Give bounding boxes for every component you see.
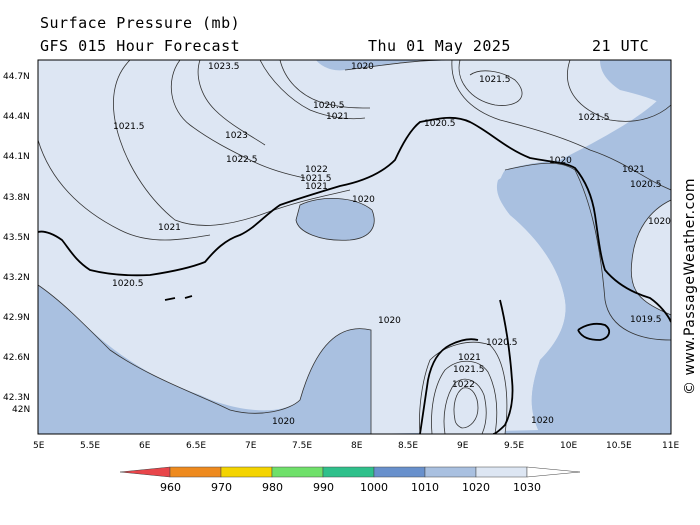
isobar-label: 1020 [272,417,295,427]
isobar-label: 1021 [458,353,481,363]
lat-tick-label: 43.2N [3,273,30,283]
lat-tick-label: 42.3N [3,393,30,403]
isobar-label: 1020 [549,156,572,166]
lon-tick-label: 6.5E [186,441,206,451]
isobar-label: 1021 [158,223,181,233]
isobar-label: 1020.5 [486,338,518,348]
isobar-label: 1020 [351,62,374,72]
isobar-label: 1020 [648,217,671,227]
lat-tick-label: 42N [12,405,30,415]
lon-tick-label: 5E [33,441,45,451]
map-plot-area [38,60,671,434]
longitude-axis: 5E 5.5E 6E 6.5E 7E 7.5E 8E 8.5E 9E 9.5E … [33,441,679,451]
isobar-label: 1020.5 [112,279,144,289]
scale-label: 990 [313,481,334,494]
isobar-labels: 1023.5 1020 1021.5 1020.5 1021 1021.5 10… [112,62,671,427]
isobar-label: 1021.5 [453,365,485,375]
map-frame [37,59,672,435]
coastline [38,116,671,434]
isobar-label: 1021 [622,165,645,175]
isobar-label: 1020 [378,316,401,326]
lon-tick-label: 11E [662,441,679,451]
scale-swatch [322,466,375,478]
isobar-label: 1021.5 [578,113,610,123]
lon-tick-label: 10.5E [606,441,632,451]
isobar-label: 1020 [352,195,375,205]
lat-tick-label: 44.4N [3,112,30,122]
scale-swatch [271,466,324,478]
scale-label: 980 [262,481,283,494]
isobar-label: 1020.5 [313,101,345,111]
isobar-label: 1020.5 [630,180,662,190]
scale-label: 1030 [513,481,541,494]
lon-tick-label: 6E [139,441,151,451]
lon-tick-label: 8E [351,441,363,451]
low-pressure-basin [296,198,375,241]
isobar-label: 1022 [452,380,475,390]
forecast-label: GFS 015 Hour Forecast [40,37,241,55]
lat-tick-label: 42.6N [3,353,30,363]
isobar-label: 1022.5 [226,155,258,165]
lon-tick-label: 8.5E [398,441,418,451]
isobar-label: 1021.5 [479,75,511,85]
lon-tick-label: 9E [457,441,469,451]
lat-tick-label: 43.5N [3,233,30,243]
isobar-label: 1021 [326,112,349,122]
scale-label: 1020 [462,481,490,494]
lon-tick-label: 7.5E [292,441,312,451]
isobar-label: 1023.5 [208,62,240,72]
low-pressure-east [496,164,671,434]
lat-tick-label: 42.9N [3,313,30,323]
lon-tick-label: 5.5E [80,441,100,451]
scale-swatch [169,466,222,478]
scale-swatch [475,466,528,478]
lon-tick-label: 10E [560,441,577,451]
lat-tick-label: 44.7N [3,72,30,82]
isobar-label: 1020.5 [424,119,456,129]
scale-label: 970 [211,481,232,494]
scale-right-arrow [526,466,581,478]
lat-tick-label: 43.8N [3,193,30,203]
scale-swatch [424,466,477,478]
forecast-date: Thu 01 May 2025 [368,37,511,55]
scale-label: 1000 [360,481,388,494]
scale-swatch [373,466,426,478]
isobar-label: 1020 [531,416,554,426]
scale-label: 960 [160,481,181,494]
lon-tick-label: 7E [245,441,257,451]
scale-swatch [220,466,273,478]
map-title: Surface Pressure (mb) [40,14,241,32]
high-pressure-region [38,60,670,434]
scale-left-arrow [119,466,171,478]
isobar-label: 1023 [225,131,248,141]
isobar-label: 1021 [305,182,328,192]
forecast-time: 21 UTC [592,37,650,55]
isobar-label: 1021.5 [113,122,145,132]
isobar-label: 1022 [305,165,328,175]
watermark-text: © www.PassageWeather.com [682,178,698,395]
scale-label: 1010 [411,481,439,494]
isobar-label: 1019.5 [630,315,662,325]
low-pressure-northeast [600,60,671,110]
latitude-axis: 44.7N 44.4N 44.1N 43.8N 43.5N 43.2N 42.9… [3,72,30,415]
isobar-label: 1021.5 [300,174,332,184]
pressure-color-scale: 960 970 980 990 1000 1010 1020 1030 [119,466,581,494]
lat-tick-label: 44.1N [3,152,30,162]
lon-tick-label: 9.5E [504,441,524,451]
